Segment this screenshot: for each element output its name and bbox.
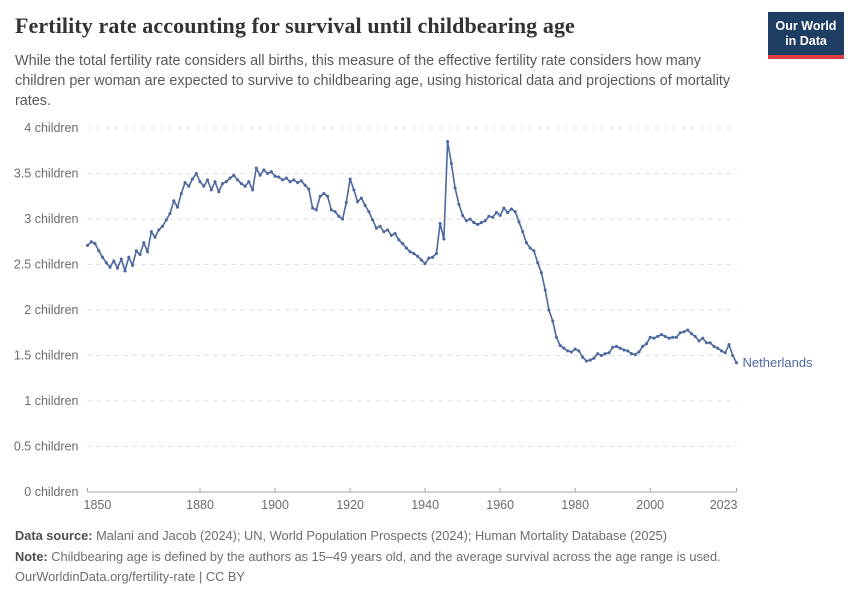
note-label: Note: (15, 548, 48, 564)
x-tick-label: 1900 (261, 498, 289, 512)
y-axis-labels: 0 children 0.5 children 1 children 1.5 chil… (14, 121, 79, 499)
data-source-text: Malani and Jacob (2024); UN, World Popul… (96, 528, 668, 543)
y-tick-label: 0.5 children (14, 440, 79, 454)
x-tick-label: 1940 (411, 498, 439, 512)
y-tick-label: 1 children (24, 394, 78, 408)
x-axis: 1850 1880 1900 1920 1940 1960 1980 2000 2023 (84, 488, 738, 512)
x-tick-label: 1980 (561, 498, 589, 512)
chart-title: Fertility rate accounting for survival u… (15, 13, 575, 38)
y-tick-label: 1.5 children (14, 349, 79, 363)
x-tick-label: 1880 (186, 498, 214, 512)
x-tick-label: 2000 (636, 498, 664, 512)
y-tick-label: 3.5 children (14, 167, 79, 181)
data-source-label: Data source: (15, 528, 93, 543)
y-tick-label: 3 children (24, 212, 78, 226)
y-tick-label: 2.5 children (14, 258, 79, 272)
data-source-line: Data source: Malani and Jacob (2024); UN… (15, 526, 835, 547)
chart-subtitle: While the total fertility rate considers… (15, 53, 731, 109)
note-line: Note: Childbearing age is defined by the… (15, 547, 835, 568)
license-line: OurWorldinData.org/fertility-rate | CC B… (15, 567, 835, 588)
x-tick-label: 2023 (710, 498, 738, 512)
license-separator: | (198, 569, 203, 584)
chart-url-link[interactable]: OurWorldinData.org/fertility-rate (15, 569, 196, 584)
license-text: CC BY (205, 569, 245, 584)
series-points-netherlands[interactable] (85, 140, 739, 365)
y-tick-label: 4 children (24, 121, 78, 135)
owid-logo[interactable]: Our World in Data (768, 12, 844, 59)
note-text: Childbearing age is defined by the autho… (51, 548, 721, 564)
x-tick-label: 1920 (336, 498, 364, 512)
y-tick-label: 2 children (24, 303, 78, 317)
owid-logo-line1: Our World (775, 19, 837, 33)
owid-logo-line2: in Data (785, 34, 827, 48)
x-tick-label: 1960 (486, 498, 514, 512)
series-label-netherlands[interactable]: Netherlands (743, 355, 814, 370)
chart-footer: Data source: Malani and Jacob (2024); UN… (15, 526, 835, 588)
series-line-netherlands[interactable] (86, 140, 738, 364)
y-tick-label: 0 children (24, 485, 78, 499)
x-tick-label: 1850 (84, 498, 112, 512)
